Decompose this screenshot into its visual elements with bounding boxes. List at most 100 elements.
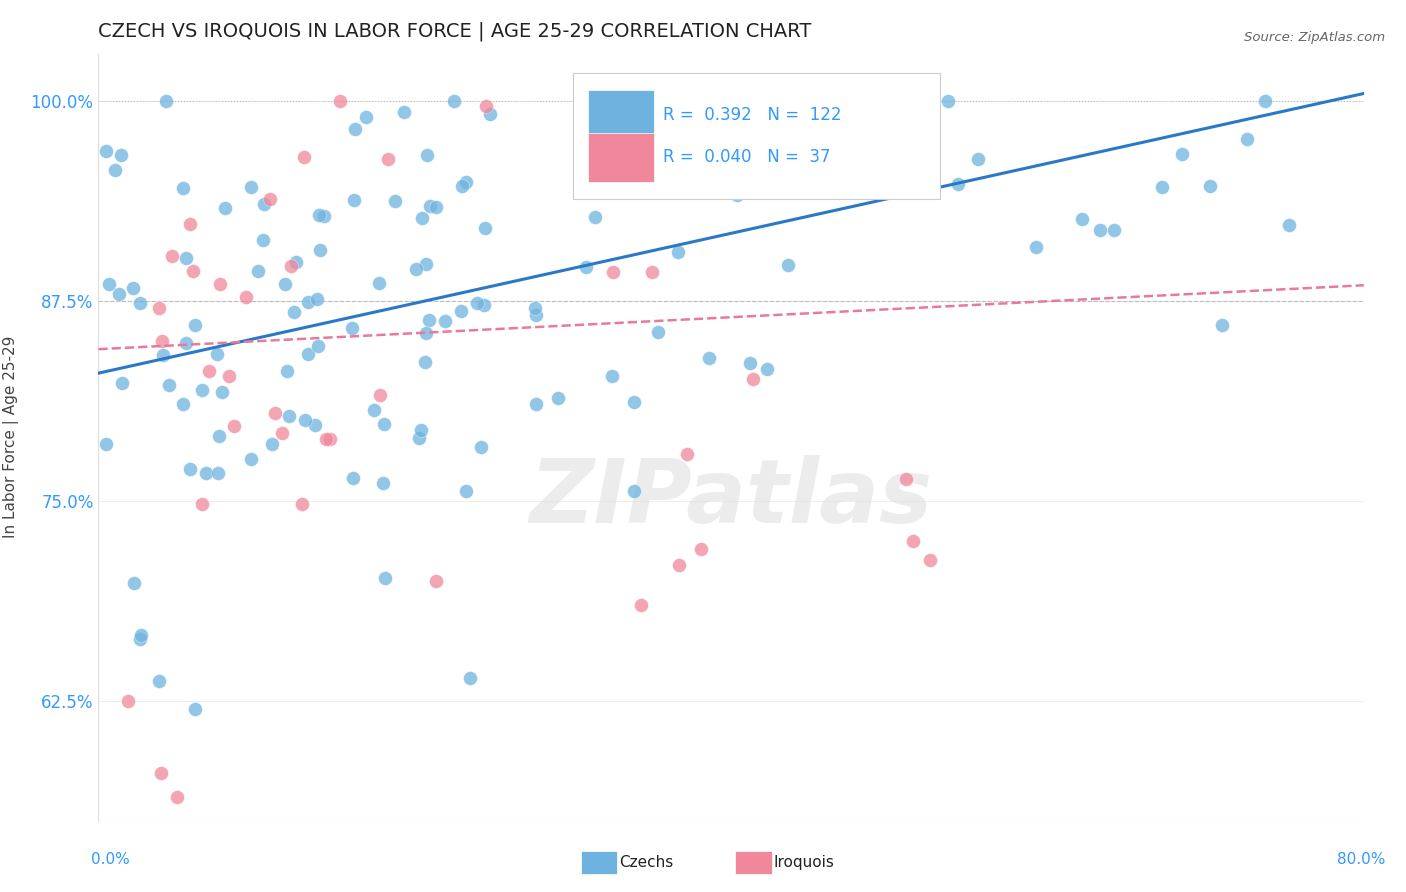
Point — [796, 95, 818, 109]
Point — [195, 467, 218, 481]
Point — [207, 466, 229, 480]
Text: 0.0%: 0.0% — [91, 852, 131, 867]
Point — [647, 325, 669, 339]
Point — [690, 150, 713, 164]
Point — [294, 413, 316, 427]
Text: Czechs: Czechs — [619, 855, 673, 870]
Point — [157, 377, 180, 392]
Point — [741, 372, 763, 386]
Point — [150, 334, 173, 348]
Point — [314, 209, 336, 223]
Point — [1236, 131, 1258, 145]
Point — [579, 142, 602, 156]
Point — [94, 145, 117, 159]
Point — [224, 419, 246, 434]
Point — [450, 303, 472, 318]
Point — [108, 286, 131, 301]
Point — [104, 162, 127, 177]
Point — [253, 196, 276, 211]
Point — [946, 178, 969, 192]
Point — [184, 702, 207, 716]
Point — [344, 122, 367, 136]
Point — [756, 362, 779, 376]
Text: ZIPatlas: ZIPatlas — [530, 455, 932, 542]
Point — [912, 113, 935, 128]
Point — [179, 462, 201, 476]
Point — [475, 98, 498, 112]
Point — [211, 385, 233, 400]
Point — [1025, 240, 1047, 254]
Point — [415, 326, 437, 340]
Point — [98, 277, 121, 292]
Point — [374, 571, 396, 585]
Point — [264, 406, 287, 420]
Point — [547, 391, 569, 405]
Point — [174, 335, 197, 350]
Point — [214, 202, 236, 216]
Point — [285, 254, 308, 268]
Point — [697, 351, 720, 365]
Point — [239, 452, 262, 467]
Text: 80.0%: 80.0% — [1337, 852, 1385, 867]
Point — [184, 318, 207, 332]
Point — [218, 369, 240, 384]
Point — [419, 199, 441, 213]
FancyBboxPatch shape — [574, 73, 941, 199]
Point — [523, 301, 546, 315]
Point — [433, 314, 456, 328]
Point — [274, 277, 297, 291]
Point — [278, 409, 301, 424]
Point — [413, 355, 436, 369]
Point — [600, 369, 623, 384]
Point — [1254, 95, 1277, 109]
Point — [252, 233, 274, 247]
Point — [174, 251, 197, 265]
Point — [630, 598, 652, 612]
FancyBboxPatch shape — [588, 133, 654, 182]
Point — [467, 296, 489, 310]
Point — [111, 376, 134, 390]
Point — [1278, 219, 1301, 233]
Point — [392, 105, 415, 120]
Point — [472, 298, 495, 312]
Point — [668, 558, 690, 572]
Point — [191, 384, 214, 398]
FancyBboxPatch shape — [588, 89, 654, 139]
Point — [246, 264, 269, 278]
Point — [408, 431, 430, 445]
Point — [384, 194, 406, 209]
Point — [181, 264, 204, 278]
Text: R =  0.392   N =  122: R = 0.392 N = 122 — [662, 105, 841, 123]
Point — [208, 428, 231, 442]
Point — [901, 533, 924, 548]
Point — [1171, 147, 1194, 161]
Point — [128, 295, 150, 310]
Point — [778, 258, 800, 272]
Y-axis label: In Labor Force | Age 25-29: In Labor Force | Age 25-29 — [3, 336, 20, 538]
Point — [405, 262, 427, 277]
Point — [623, 484, 645, 499]
Point — [479, 107, 502, 121]
Point — [329, 95, 352, 109]
Point — [297, 347, 319, 361]
Point — [292, 150, 315, 164]
Point — [810, 158, 832, 172]
Point — [149, 765, 172, 780]
Point — [474, 220, 496, 235]
Point — [276, 364, 298, 378]
Point — [524, 308, 547, 322]
Point — [1211, 318, 1233, 332]
Point — [1150, 180, 1173, 194]
Point — [411, 211, 433, 225]
Point — [920, 552, 942, 566]
Point — [148, 301, 170, 316]
Point — [418, 313, 440, 327]
Point — [894, 472, 917, 486]
Point — [876, 95, 898, 109]
Point — [198, 364, 221, 378]
Point — [354, 111, 377, 125]
Point — [343, 194, 366, 208]
Point — [456, 175, 478, 189]
Point — [117, 694, 139, 708]
Point — [307, 339, 329, 353]
